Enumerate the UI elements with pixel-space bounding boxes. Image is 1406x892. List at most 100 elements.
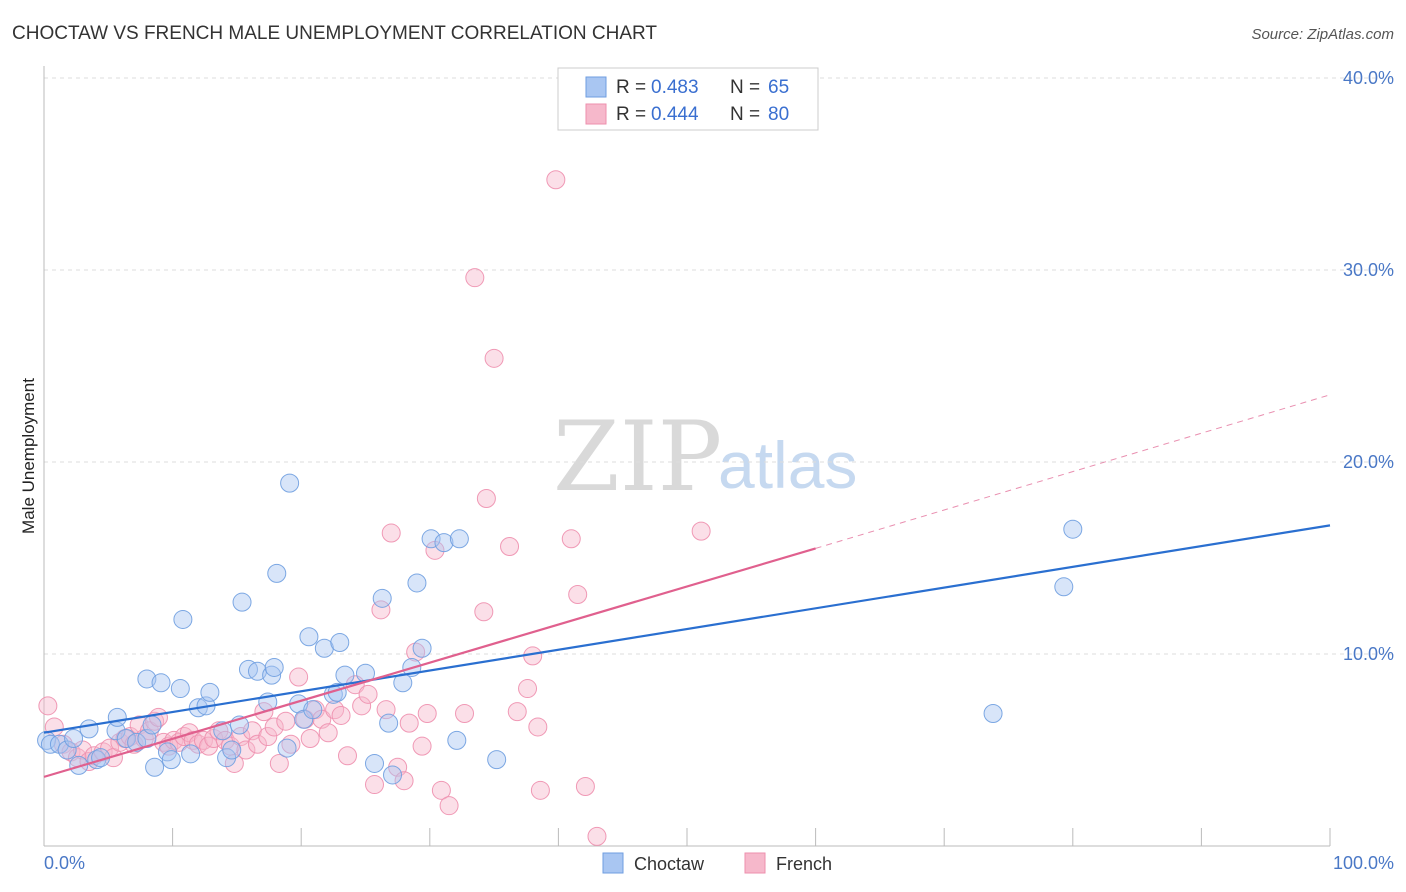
choctaw-point bbox=[161, 750, 181, 770]
choctaw-point bbox=[127, 732, 147, 752]
french-point bbox=[331, 705, 351, 725]
choctaw-point bbox=[173, 609, 193, 629]
french-point bbox=[381, 523, 401, 543]
french-point bbox=[691, 521, 711, 541]
french-point bbox=[264, 717, 284, 737]
choctaw-legend-swatch bbox=[585, 76, 607, 98]
french-point bbox=[258, 727, 278, 747]
french-point bbox=[417, 704, 437, 724]
choctaw-point bbox=[983, 704, 1003, 724]
choctaw-point bbox=[69, 755, 89, 775]
choctaw-r-label: R = bbox=[616, 77, 646, 98]
french-r-value: 0.444 bbox=[651, 104, 699, 125]
chart-title: CHOCTAW VS FRENCH MALE UNEMPLOYMENT CORR… bbox=[12, 23, 657, 44]
french-point bbox=[318, 723, 338, 743]
french-point bbox=[476, 488, 496, 508]
choctaw-point bbox=[64, 728, 84, 748]
french-point bbox=[236, 740, 256, 760]
french-r-label: R = bbox=[616, 104, 646, 125]
french-point bbox=[561, 529, 581, 549]
french-series-label: French bbox=[776, 854, 832, 874]
french-point bbox=[465, 268, 485, 288]
source-label: Source: ZipAtlas.com bbox=[1251, 26, 1394, 43]
choctaw-point bbox=[1054, 577, 1074, 597]
french-point bbox=[474, 602, 494, 622]
french-n-value: 80 bbox=[768, 104, 789, 125]
choctaw-n-label: N = bbox=[730, 77, 760, 98]
choctaw-series-swatch bbox=[602, 852, 624, 874]
french-series-swatch bbox=[744, 852, 766, 874]
y-tick-label: 30.0% bbox=[1343, 260, 1394, 280]
french-trend-extension bbox=[815, 394, 1331, 549]
french-point bbox=[455, 704, 475, 724]
choctaw-point bbox=[1063, 519, 1083, 539]
grid bbox=[44, 77, 1394, 655]
choctaw-point bbox=[421, 529, 441, 549]
french-point bbox=[281, 734, 301, 754]
french-point bbox=[399, 713, 419, 733]
choctaw-point bbox=[449, 529, 469, 549]
choctaw-point bbox=[142, 715, 162, 735]
french-point bbox=[289, 667, 309, 687]
choctaw-point bbox=[151, 673, 171, 693]
watermark-atlas: atlas bbox=[718, 428, 857, 502]
stats-legend: R = 0.483 N = 65 R = 0.444 N = 80 bbox=[557, 67, 819, 131]
french-n-label: N = bbox=[730, 104, 760, 125]
choctaw-point bbox=[447, 730, 467, 750]
french-point bbox=[38, 696, 58, 716]
y-tick-labels: 10.0% 20.0% 30.0% 40.0% bbox=[1343, 68, 1394, 664]
choctaw-r-value: 0.483 bbox=[651, 77, 699, 98]
choctaw-point bbox=[383, 765, 403, 785]
french-point bbox=[518, 679, 538, 699]
choctaw-point bbox=[487, 750, 507, 770]
choctaw-point bbox=[372, 588, 392, 608]
choctaw-series-label: Choctaw bbox=[634, 854, 705, 874]
watermark-zip: ZIP bbox=[553, 401, 722, 513]
choctaw-point bbox=[303, 700, 323, 720]
choctaw-point bbox=[145, 757, 165, 777]
y-axis-label: Male Unemployment bbox=[19, 378, 38, 534]
french-point bbox=[337, 746, 357, 766]
choctaw-point bbox=[57, 740, 77, 760]
french-point bbox=[352, 696, 372, 716]
trend-lines bbox=[43, 394, 1331, 778]
french-point bbox=[575, 776, 595, 796]
watermark: ZIP atlas bbox=[553, 401, 857, 513]
series-legend: Choctaw French bbox=[602, 852, 832, 874]
french-point bbox=[484, 348, 504, 368]
y-tick-label: 40.0% bbox=[1343, 68, 1394, 88]
choctaw-point bbox=[412, 638, 432, 658]
french-point bbox=[530, 780, 550, 800]
french-point bbox=[568, 584, 588, 604]
choctaw-n-value: 65 bbox=[768, 77, 789, 98]
french-point bbox=[507, 702, 527, 722]
french-point bbox=[587, 826, 607, 846]
french-point bbox=[546, 170, 566, 190]
french-point bbox=[276, 711, 296, 731]
choctaw-point bbox=[200, 682, 220, 702]
x-tick-label-max: 100.0% bbox=[1333, 853, 1394, 873]
french-point bbox=[358, 684, 378, 704]
choctaw-point bbox=[107, 707, 127, 727]
french-point bbox=[412, 736, 432, 756]
french-point bbox=[394, 771, 414, 791]
french-trend-line bbox=[43, 547, 816, 778]
french-point bbox=[431, 780, 451, 800]
choctaw-point bbox=[330, 632, 350, 652]
choctaw-point bbox=[407, 573, 427, 593]
choctaw-point bbox=[262, 665, 282, 685]
choctaw-point bbox=[365, 753, 385, 773]
french-point bbox=[500, 536, 520, 556]
axes bbox=[43, 66, 1331, 847]
choctaw-point bbox=[277, 738, 297, 758]
choctaw-trend-line bbox=[43, 524, 1331, 734]
french-point bbox=[269, 753, 289, 773]
french-point bbox=[247, 734, 267, 754]
choctaw-point bbox=[79, 719, 99, 739]
french-point bbox=[528, 717, 548, 737]
choctaw-point bbox=[379, 713, 399, 733]
choctaw-point bbox=[299, 627, 319, 647]
choctaw-point bbox=[49, 734, 69, 754]
choctaw-point bbox=[222, 740, 242, 760]
